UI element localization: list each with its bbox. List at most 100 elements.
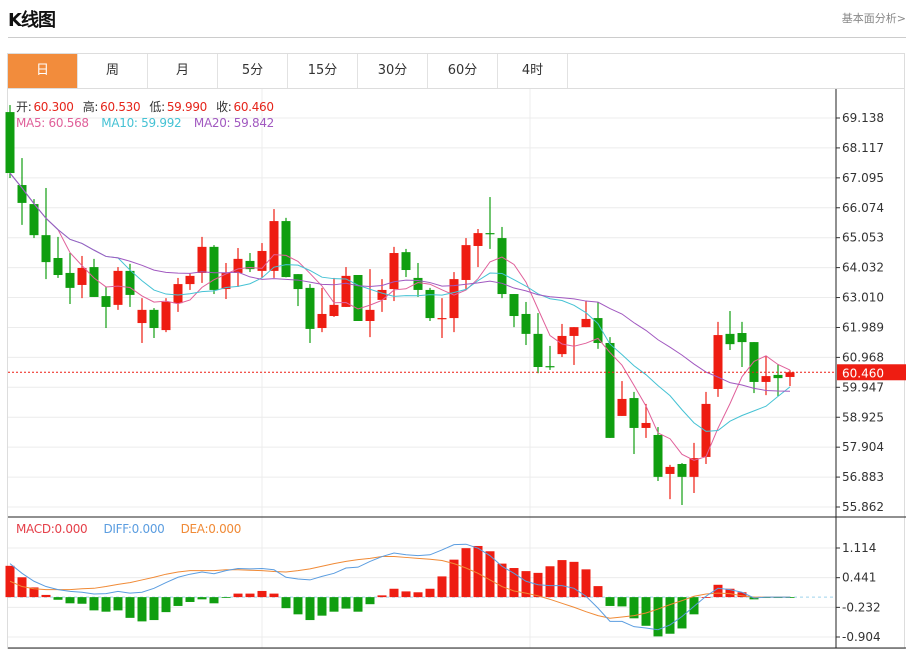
macd-bar-positive [269, 593, 279, 598]
candle-up [257, 250, 267, 271]
price-tick-label: 64.032 [842, 261, 884, 275]
candle-down [29, 204, 39, 236]
candle-up [113, 270, 123, 305]
macd-bar-positive [413, 592, 423, 598]
price-tick-label: 69.138 [842, 111, 884, 125]
macd-tick-label: -0.232 [842, 600, 881, 614]
macd-bar-positive [701, 597, 711, 598]
candle-down [629, 398, 639, 428]
macd-bar-positive [473, 545, 483, 598]
macd-bar-negative [353, 597, 363, 612]
macd-bar-positive [557, 560, 567, 598]
candle-up [341, 275, 351, 307]
macd-bar-negative [89, 597, 99, 611]
candles [5, 105, 795, 506]
diff-line [9, 543, 790, 631]
macd-bar-negative [629, 597, 639, 619]
candle-down [425, 289, 435, 319]
macd-bar-negative [677, 597, 687, 629]
candle-up [701, 403, 711, 457]
candle-up [185, 275, 195, 285]
candle-down [605, 342, 615, 438]
candle-up [785, 372, 795, 377]
macd-bar-positive [401, 591, 411, 598]
ma20-value: MA20: 59.842 [193, 116, 274, 130]
candle-down [593, 318, 603, 343]
macd-bar-negative [281, 597, 291, 609]
open-value: 60.300 [33, 100, 74, 114]
tab-day[interactable]: 日 [8, 54, 78, 88]
tab-60min[interactable]: 60分 [428, 54, 498, 88]
macd-bar-negative [77, 597, 87, 604]
candle-down [737, 333, 747, 343]
macd-bar-positive [257, 590, 267, 598]
macd-bar-negative [665, 597, 675, 634]
macd-bar-negative [305, 597, 315, 621]
candle-down [413, 277, 423, 290]
candle-down [281, 221, 291, 278]
candle-down [773, 374, 783, 379]
price-tick-label: 66.074 [842, 201, 884, 215]
candle-up [665, 466, 675, 474]
macd-bar-negative [161, 597, 171, 613]
macd-bar-negative [53, 597, 63, 600]
candle-down [293, 274, 303, 290]
ma10-line [9, 172, 791, 432]
candle-up [173, 284, 183, 304]
candle-up [617, 398, 627, 416]
ohlc-legend: 开: 60.300 高: 60.530 低: 59.990 收: 60.460 [16, 98, 276, 115]
candle-down [53, 258, 63, 275]
last-price-badge [837, 364, 906, 381]
macd-bar-negative [113, 597, 123, 611]
tab-week[interactable]: 周 [78, 54, 148, 88]
tab-5min[interactable]: 5分 [218, 54, 288, 88]
macd-tick-label: 0.441 [842, 571, 876, 585]
tab-15min[interactable]: 15分 [288, 54, 358, 88]
close-value: 60.460 [233, 100, 275, 114]
fundamental-analysis-link[interactable]: 基本面分析> [841, 12, 906, 25]
candle-down [401, 252, 411, 271]
macd-bar-negative [605, 597, 615, 606]
macd-bar-negative [641, 597, 651, 626]
tab-4hour[interactable]: 4时 [498, 54, 568, 88]
tab-30min[interactable]: 30分 [358, 54, 428, 88]
macd-value: MACD:0.000 [16, 522, 88, 536]
macd-bar-positive [377, 595, 387, 598]
macd-bars [5, 545, 795, 637]
candle-down [497, 238, 507, 295]
price-tick-label: 61.989 [842, 320, 884, 334]
candle-up [377, 289, 387, 300]
price-tick-label: 55.862 [842, 500, 884, 514]
candle-up [473, 233, 483, 246]
dea-value: DEA:0.000 [180, 522, 242, 536]
candle-up [581, 318, 591, 328]
tab-month[interactable]: 月 [148, 54, 218, 88]
macd-bar-negative [221, 597, 231, 598]
candle-up [269, 221, 279, 271]
candle-up [437, 318, 447, 320]
macd-bar-negative [173, 597, 183, 606]
macd-bar-positive [725, 588, 735, 598]
candle-down [245, 260, 255, 270]
macd-bar-positive [41, 594, 51, 598]
candle-up [461, 245, 471, 280]
macd-bar-negative [209, 597, 219, 604]
macd-bar-positive [509, 568, 519, 598]
candle-down [89, 267, 99, 297]
candle-down [533, 333, 543, 367]
price-tick-label: 58.925 [842, 410, 884, 424]
candle-up [197, 246, 207, 273]
price-tick-label: 67.095 [842, 171, 884, 185]
macd-bar-negative [137, 597, 147, 622]
macd-bar-positive [497, 563, 507, 598]
macd-bar-positive [737, 592, 747, 598]
price-tick-label: 65.053 [842, 231, 884, 245]
ma10-value: MA10: 59.992 [101, 116, 182, 130]
macd-bar-negative [65, 597, 75, 604]
price-tick-label: 59.947 [842, 380, 884, 394]
candle-down [485, 233, 495, 235]
high-value: 60.530 [100, 100, 141, 114]
macd-bar-positive [593, 586, 603, 598]
ma5-line [9, 172, 791, 461]
